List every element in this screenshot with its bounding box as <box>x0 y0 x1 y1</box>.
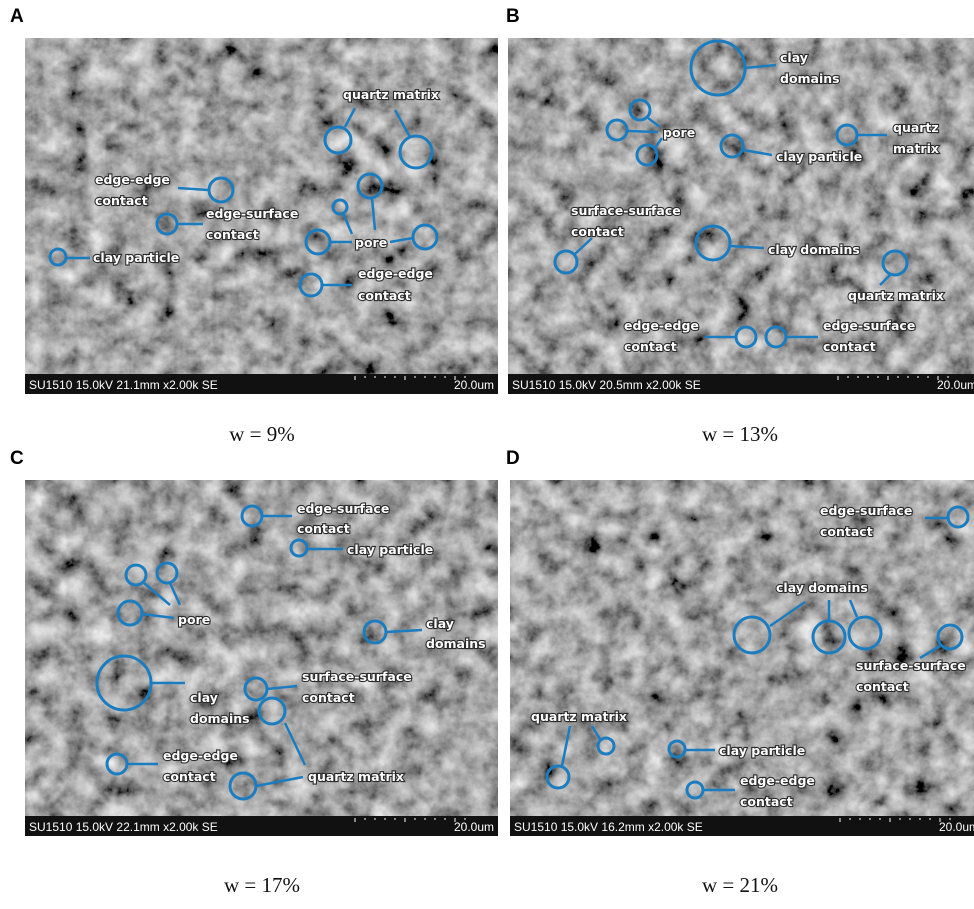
annotation-label: contact <box>740 794 793 809</box>
annotation-label: edge-edge <box>740 773 815 788</box>
annotation-label: contact <box>624 339 677 354</box>
panel-letter: C <box>10 448 24 469</box>
panel-letter: B <box>506 6 520 27</box>
annotation-label: contact <box>856 679 909 694</box>
leader-line <box>627 131 658 132</box>
annotation-label: edge-surface <box>206 206 298 221</box>
annotation-label: pore <box>355 235 387 250</box>
annotation-label: domains <box>426 636 486 651</box>
annotation-label: edge-edge <box>163 748 238 763</box>
annotation-label: clay <box>426 616 454 631</box>
annotation-label: clay <box>190 690 218 705</box>
info-bar-text: SU1510 15.0kV 16.2mm x2.00k SE <box>514 820 703 834</box>
annotation-label: clay <box>780 50 808 65</box>
info-bar-text: SU1510 15.0kV 22.1mm x2.00k SE <box>29 820 218 834</box>
annotation-label: quartz matrix <box>531 709 627 724</box>
annotation-label: contact <box>823 339 876 354</box>
annotation-label: edge-surface <box>820 503 912 518</box>
annotation-label: contact <box>163 769 216 784</box>
annotation-label: matrix <box>893 141 939 156</box>
caption: w = 17% <box>224 873 300 897</box>
annotation-label: clay particle <box>776 149 862 164</box>
annotation-label: contact <box>302 690 355 705</box>
annotation-label: edge-surface <box>823 318 915 333</box>
annotation-label: contact <box>820 524 873 539</box>
annotation-label: domains <box>780 71 840 86</box>
annotation-label: pore <box>663 125 695 140</box>
annotation-label: contact <box>358 288 411 303</box>
caption: w = 13% <box>702 422 778 446</box>
annotation-label: contact <box>571 224 624 239</box>
scale-label: 20.0um <box>939 820 974 834</box>
annotation-label: edge-edge <box>358 266 433 281</box>
panel-letter: A <box>10 6 24 27</box>
caption: w = 9% <box>229 422 295 446</box>
annotation-label: quartz matrix <box>848 288 944 303</box>
annotation-label: clay domains <box>776 580 868 595</box>
scale-label: 20.0um <box>454 820 494 834</box>
figure: SU1510 15.0kV 21.1mm x2.00k SE 20.0um Aw =… <box>0 0 974 909</box>
annotation-label: clay domains <box>768 242 860 257</box>
annotation-label: clay particle <box>719 743 805 758</box>
annotation-label: clay particle <box>93 250 179 265</box>
annotation-label: surface-surface <box>856 658 966 673</box>
annotation-label: contact <box>95 193 148 208</box>
annotation-label: clay particle <box>347 542 433 557</box>
annotation-label: domains <box>190 711 250 726</box>
sem-image <box>510 480 974 816</box>
panel-letter: D <box>506 448 520 469</box>
info-bar-text: SU1510 15.0kV 21.1mm x2.00k SE <box>29 378 218 392</box>
info-bar-text: SU1510 15.0kV 20.5mm x2.00k SE <box>512 378 701 392</box>
annotation-label: edge-edge <box>95 172 170 187</box>
annotation-label: quartz <box>893 120 939 135</box>
scale-label: 20.0um <box>937 378 974 392</box>
caption: w = 21% <box>702 873 778 897</box>
annotation-label: contact <box>297 521 350 536</box>
annotation-label: surface-surface <box>571 203 681 218</box>
annotation-label: pore <box>178 612 210 627</box>
annotation-label: contact <box>206 227 259 242</box>
annotation-label: edge-surface <box>297 501 389 516</box>
annotation-label: edge-edge <box>624 318 699 333</box>
scale-label: 20.0um <box>454 378 494 392</box>
annotation-label: quartz matrix <box>343 87 439 102</box>
annotation-label: quartz matrix <box>308 769 404 784</box>
annotation-label: surface-surface <box>302 669 412 684</box>
